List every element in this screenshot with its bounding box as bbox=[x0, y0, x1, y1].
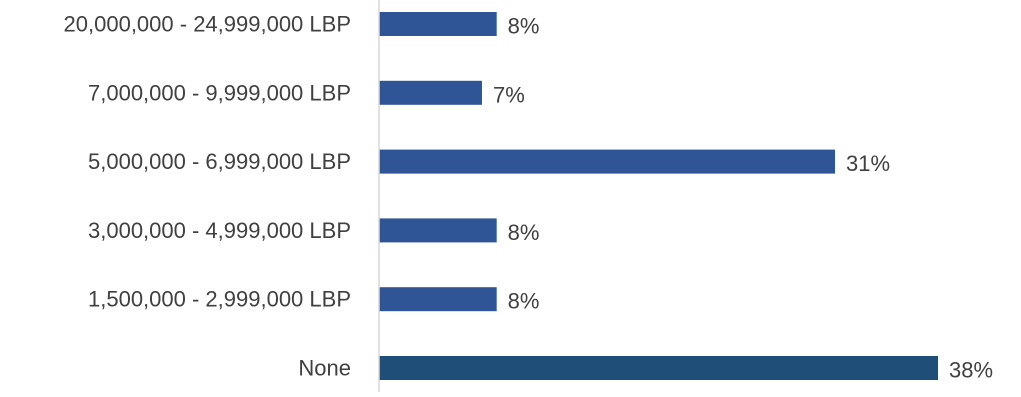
data-label: 8% bbox=[508, 289, 540, 314]
bar bbox=[379, 356, 938, 380]
data-label: 7% bbox=[493, 82, 525, 107]
data-label: 31% bbox=[846, 151, 890, 176]
labels-layer: 20,000,000 - 24,999,000 LBP 8% 7,000,000 -… bbox=[64, 12, 994, 383]
data-label: 8% bbox=[508, 220, 540, 245]
bar bbox=[379, 287, 497, 312]
bars-layer bbox=[379, 12, 938, 380]
category-label: 7,000,000 - 9,999,000 LBP bbox=[88, 80, 351, 105]
category-label: 3,000,000 - 4,999,000 LBP bbox=[88, 218, 351, 243]
category-label: None bbox=[298, 356, 351, 381]
bar bbox=[379, 218, 497, 243]
category-label: 20,000,000 - 24,999,000 LBP bbox=[64, 12, 351, 37]
category-label: 1,500,000 - 2,999,000 LBP bbox=[88, 287, 351, 312]
bar bbox=[379, 149, 836, 174]
bar bbox=[379, 12, 497, 36]
category-label: 5,000,000 - 6,999,000 LBP bbox=[88, 149, 351, 174]
bar bbox=[379, 80, 482, 105]
data-label: 38% bbox=[949, 358, 993, 383]
data-label: 8% bbox=[508, 14, 540, 39]
